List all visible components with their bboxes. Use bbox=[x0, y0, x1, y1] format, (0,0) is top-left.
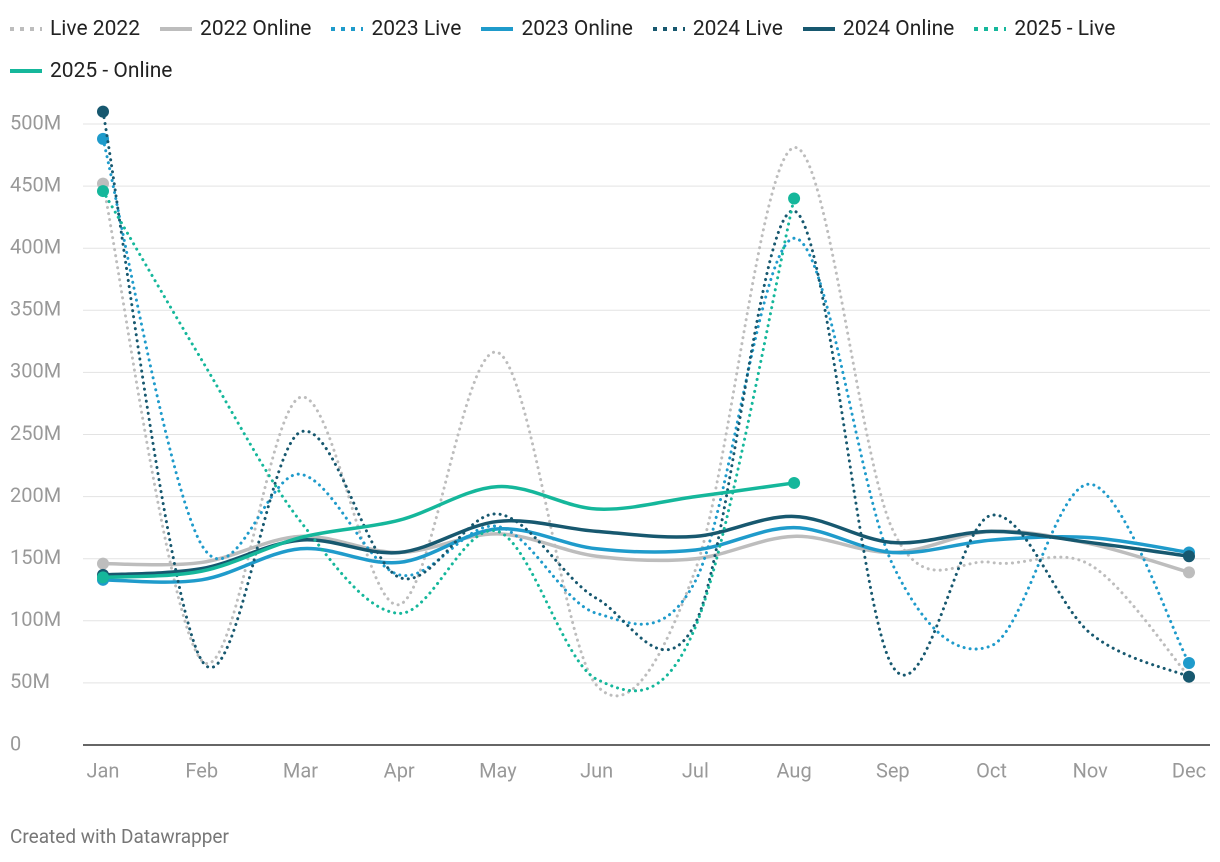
legend: Live 2022 2022 Online 2023 Live 2023 Online… bbox=[10, 14, 1170, 86]
x-tick-label: Nov bbox=[1073, 758, 1109, 782]
line bbox=[101, 514, 1191, 577]
legend-item: 2025 - Online bbox=[10, 56, 172, 86]
x-tick-label: Oct bbox=[976, 758, 1007, 782]
line bbox=[101, 146, 1191, 698]
series bbox=[97, 146, 1195, 698]
legend-label: 2022 Online bbox=[200, 17, 312, 41]
y-tick-label: 500M bbox=[10, 110, 61, 134]
legend-label: 2023 Online bbox=[521, 17, 633, 41]
legend-swatch bbox=[652, 27, 685, 31]
end-dot bbox=[97, 557, 109, 570]
y-tick-label: 250M bbox=[10, 421, 61, 445]
legend-item: 2023 Live bbox=[331, 14, 461, 44]
credit: Created with Datawrapper bbox=[10, 825, 229, 848]
legend-swatch bbox=[802, 27, 835, 31]
y-tick-label: 50M bbox=[10, 669, 50, 693]
line bbox=[101, 525, 1191, 584]
end-dot bbox=[1183, 657, 1195, 670]
end-dot bbox=[1183, 550, 1195, 563]
end-dot bbox=[788, 476, 801, 489]
x-tick-label: Jul bbox=[682, 758, 709, 782]
series bbox=[97, 476, 801, 584]
x-tick-label: Dec bbox=[1172, 758, 1206, 782]
legend-label: 2024 Online bbox=[842, 17, 955, 41]
legend-swatch bbox=[481, 27, 514, 31]
x-tick-label: Sep bbox=[876, 758, 910, 782]
series bbox=[97, 132, 1195, 670]
y-tick-label: 100M bbox=[10, 607, 61, 631]
y-tick-label: 200M bbox=[10, 483, 61, 507]
line bbox=[101, 137, 1191, 665]
legend-label: 2025 - Live bbox=[1014, 17, 1116, 41]
line bbox=[101, 481, 796, 580]
legend-item: 2024 Online bbox=[802, 14, 955, 44]
end-dot bbox=[97, 105, 109, 118]
legend-label: 2023 Live bbox=[371, 17, 462, 41]
series bbox=[97, 514, 1195, 581]
y-tick-label: 450M bbox=[10, 172, 61, 196]
legend-swatch bbox=[10, 27, 42, 31]
x-tick-label: Aug bbox=[776, 758, 811, 782]
legend-swatch bbox=[331, 27, 364, 31]
legend-label: 2024 Live bbox=[692, 17, 783, 41]
end-dot bbox=[788, 192, 801, 205]
y-tick-label: 150M bbox=[10, 545, 61, 569]
end-dot bbox=[97, 571, 109, 584]
y-tick-label: 300M bbox=[10, 359, 61, 383]
end-dot bbox=[1183, 566, 1195, 579]
series bbox=[97, 105, 1195, 683]
y-tick-label: 350M bbox=[10, 297, 61, 321]
x-tick-label: Mar bbox=[283, 758, 318, 782]
legend-label: 2025 - Online bbox=[50, 59, 173, 83]
legend-item: 2023 Online bbox=[481, 14, 633, 44]
end-dot bbox=[1183, 670, 1195, 683]
x-tick-label: May bbox=[479, 758, 517, 782]
legend-item: Live 2022 bbox=[10, 14, 140, 44]
legend-item: 2025 - Live bbox=[974, 14, 1115, 44]
legend-item: 2024 Live bbox=[652, 14, 783, 44]
legend-swatch bbox=[10, 69, 42, 73]
x-tick-label: Apr bbox=[384, 758, 415, 782]
end-dot bbox=[97, 185, 109, 198]
x-tick-label: Feb bbox=[185, 758, 218, 782]
line bbox=[101, 110, 1191, 679]
y-tick-label: 0 bbox=[10, 731, 21, 755]
legend-item: 2022 Online bbox=[160, 14, 311, 44]
series bbox=[97, 185, 801, 693]
x-tick-label: Jan bbox=[87, 758, 120, 782]
x-tick-label: Jun bbox=[580, 758, 613, 782]
y-tick-label: 400M bbox=[10, 234, 61, 258]
legend-label: Live 2022 bbox=[50, 17, 141, 41]
legend-swatch bbox=[974, 27, 1007, 31]
legend-swatch bbox=[160, 27, 193, 31]
line bbox=[101, 189, 796, 693]
